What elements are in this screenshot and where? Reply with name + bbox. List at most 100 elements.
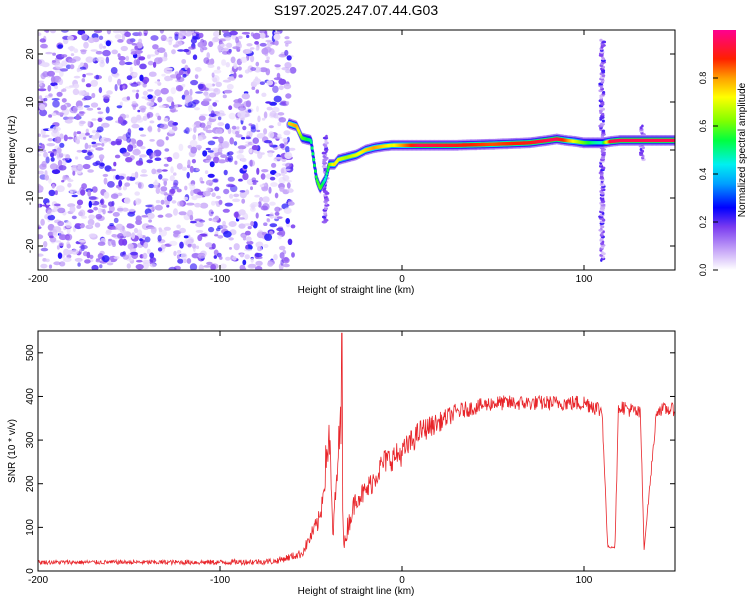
heatmap-noise-cell [118,56,126,61]
heatmap-noise-cell [134,45,138,50]
heatmap-noise-cell [223,188,230,195]
heatmap-noise-cell [264,59,270,64]
heatmap-noise-cell [281,67,290,71]
heatmap-noise-cell [246,34,250,39]
heatmap-noise-cell [131,89,136,93]
heatmap-noise-cell [245,189,250,195]
colorbar-tick-label: 0.8 [698,72,708,85]
heatmap-noise-cell [261,117,266,121]
heatmap-signal-track [287,118,675,194]
heatmap-noise-cell [38,32,42,37]
heatmap-noise-cell [138,56,146,61]
heatmap-noise-cell [88,223,92,228]
heatmap-noise-cell [244,248,253,252]
heatmap-noise-cell [157,79,161,82]
heatmap-noise-cell [51,184,56,189]
heatmap-noise-cell [171,101,175,108]
snr-line-series [38,332,675,566]
heatmap-noise-cell [178,69,184,76]
heatmap-noise-cell [154,157,162,161]
heatmap-noise-cell [215,128,223,135]
heatmap-track-cell [324,175,328,179]
heatmap-noise-cell [177,49,185,52]
heatmap-noise-cell [52,52,56,56]
heatmap-noise-cell [113,256,120,260]
heatmap-noise-cell [187,159,191,167]
heatmap-noise-cell [140,134,147,137]
heatmap-noise-cell [54,85,59,90]
heatmap-noise-cell [149,139,155,142]
heatmap-noise-cell [273,33,281,41]
heatmap-noise-cell [51,112,57,116]
heatmap-noise-cell [81,149,88,153]
heatmap-noise-cell [118,173,127,177]
heatmap-noise-cell [67,35,74,41]
heatmap-noise-cell [198,32,204,39]
heatmap-noise-cell [257,246,263,252]
heatmap-noise-cell [242,259,247,266]
heatmap-noise-cell [245,48,253,54]
heatmap-noise-cell [125,132,131,139]
heatmap-noise-cell [81,78,86,83]
heatmap-noise-cell [139,154,147,158]
heatmap-noise-cell [158,105,166,108]
heatmap-noise-cell [99,60,105,68]
heatmap-noise-cell [241,93,250,100]
heatmap-noise-cell [79,120,86,125]
heatmap-noise-cell [276,216,283,219]
heatmap-noise-cell [74,257,83,262]
heatmap-noise-cell [218,136,224,144]
heatmap-track-cell [311,152,315,156]
heatmap-noise-cell [125,157,133,163]
heatmap-noise-cell [61,54,68,58]
heatmap-noise-cell [105,40,112,47]
heatmap-noise-cell [218,116,222,121]
heatmap-noise-cell [57,44,64,49]
heatmap-noise-cell [225,183,235,188]
heatmap-noise-cell [83,95,92,101]
heatmap-noise-cell [113,217,119,224]
heatmap-noise-cell [137,182,142,189]
heatmap-noise-cell [44,170,48,177]
heatmap-noise-cell [245,236,252,242]
heatmap-noise-cell [290,224,296,229]
heatmap-noise-cell [266,218,270,221]
heatmap-noise-cell [52,149,57,152]
top-y-ticks: -20 -10 0 10 20 [25,48,675,253]
heatmap-noise-cell [52,226,62,233]
heatmap-noise-cell [139,174,148,177]
heatmap-track-cell [325,172,329,176]
heatmap-noise-cell [214,152,219,157]
heatmap-noise-cell [181,59,187,64]
heatmap-noise-cell [75,114,80,121]
heatmap-noise-cell [176,188,182,193]
heatmap-noise-cell [164,148,170,152]
heatmap-noise-cell [73,83,80,89]
heatmap-noise-cell [38,170,44,175]
heatmap-noise-cell [160,34,167,42]
heatmap-noise-cell [154,204,163,211]
heatmap-noise-cell [96,129,102,133]
heatmap-noise-cell [214,215,220,221]
heatmap-noise-cell [59,142,65,148]
heatmap-noise-cell [45,30,50,34]
heatmap-noise-cell [90,102,99,108]
heatmap-noise-cell [135,92,139,100]
heatmap-noise-cell [156,168,163,173]
heatmap-noise-cell [219,224,228,230]
heatmap-noise-cell [281,173,286,176]
heatmap-noise-cell [38,234,44,240]
heatmap-noise-cell [158,227,162,231]
heatmap-noise-cell [168,39,173,46]
heatmap-noise-cell [146,248,151,255]
heatmap-noise-cell [136,139,144,147]
heatmap-noise-cell [202,150,208,157]
heatmap-noise-cell [130,82,139,87]
heatmap-noise-cell [69,64,75,70]
heatmap-noise-cell [106,30,111,35]
heatmap-noise-cell [166,195,173,202]
heatmap-noise-cell [122,85,126,89]
heatmap-noise-cell [223,89,233,94]
heatmap-noise-cell [197,234,203,242]
heatmap-noise-cell [124,182,131,187]
